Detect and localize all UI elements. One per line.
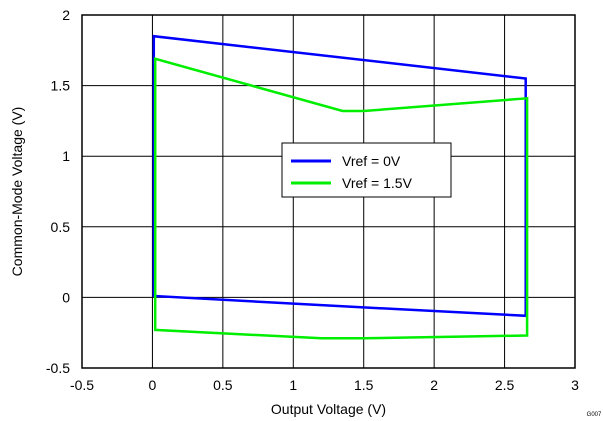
x-tick-label: 1 [289, 377, 297, 393]
series-line-vref-0v [152, 34, 527, 318]
x-tick-label: 2 [430, 377, 438, 393]
series-line-vref-1-5v [153, 57, 529, 340]
figure-id: G007 [587, 412, 602, 418]
x-axis-title: Output Voltage (V) [271, 401, 386, 417]
series-lines [152, 34, 529, 340]
x-tick-label: 2.5 [495, 377, 515, 393]
x-tick-label: 3 [571, 377, 579, 393]
y-tick-label: 0.5 [51, 219, 71, 235]
legend-label-vref-1-5v: Vref = 1.5V [342, 175, 413, 191]
y-tick-label: 0 [62, 289, 70, 305]
y-axis-title: Common-Mode Voltage (V) [9, 107, 25, 277]
legend: Vref = 0V Vref = 1.5V [281, 142, 452, 198]
y-tick-label: -0.5 [46, 360, 70, 376]
y-tick-label: 1.5 [51, 78, 71, 94]
legend-box [281, 142, 452, 198]
plot-frame [81, 14, 576, 369]
x-tick-label: 1.5 [354, 377, 374, 393]
x-tick-label: -0.5 [70, 377, 94, 393]
y-tick-label: 1 [62, 148, 70, 164]
x-tick-label: 0 [149, 377, 157, 393]
legend-label-vref-0v: Vref = 0V [342, 153, 401, 169]
x-tick-label: 0.5 [213, 377, 233, 393]
tick-labels: -0.5 0 0.5 1 1.5 2 2.5 3 -0.5 0 0.5 1 1.5 2 [46, 7, 579, 393]
y-tick-label: 2 [62, 7, 70, 23]
